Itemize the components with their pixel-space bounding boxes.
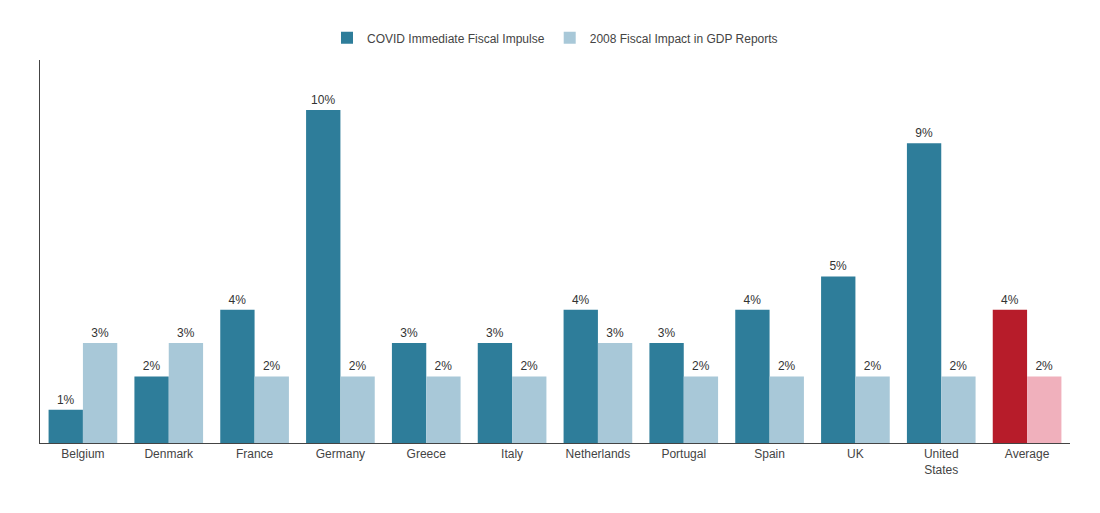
svg-text:2%: 2% bbox=[349, 359, 367, 373]
svg-text:Belgium: Belgium bbox=[61, 447, 104, 461]
svg-text:UK: UK bbox=[847, 447, 864, 461]
svg-text:4%: 4% bbox=[744, 293, 762, 307]
svg-text:2%: 2% bbox=[143, 359, 161, 373]
svg-text:UnitedStates: UnitedStates bbox=[924, 447, 959, 477]
svg-text:3%: 3% bbox=[606, 326, 624, 340]
svg-text:2%: 2% bbox=[778, 359, 796, 373]
svg-text:Netherlands: Netherlands bbox=[566, 447, 631, 461]
svg-text:9%: 9% bbox=[915, 126, 933, 140]
svg-text:Germany: Germany bbox=[316, 447, 365, 461]
svg-text:3%: 3% bbox=[91, 326, 109, 340]
svg-text:5%: 5% bbox=[829, 259, 847, 273]
svg-text:10%: 10% bbox=[311, 93, 335, 107]
svg-text:3%: 3% bbox=[486, 326, 504, 340]
svg-text:4%: 4% bbox=[572, 293, 590, 307]
svg-text:2%: 2% bbox=[1035, 359, 1053, 373]
svg-text:4%: 4% bbox=[1001, 293, 1019, 307]
svg-text:4%: 4% bbox=[229, 293, 247, 307]
svg-text:2008 Fiscal Impact in GDP Repo: 2008 Fiscal Impact in GDP Reports bbox=[590, 32, 778, 46]
svg-text:3%: 3% bbox=[177, 326, 195, 340]
svg-text:3%: 3% bbox=[658, 326, 676, 340]
svg-text:Average: Average bbox=[1005, 447, 1050, 461]
svg-text:2%: 2% bbox=[520, 359, 538, 373]
svg-text:2%: 2% bbox=[864, 359, 882, 373]
svg-text:2%: 2% bbox=[263, 359, 281, 373]
svg-text:Denmark: Denmark bbox=[144, 447, 194, 461]
svg-text:1%: 1% bbox=[57, 393, 75, 407]
svg-text:Portugal: Portugal bbox=[661, 447, 706, 461]
svg-text:Greece: Greece bbox=[407, 447, 447, 461]
svg-text:2%: 2% bbox=[435, 359, 453, 373]
svg-text:Italy: Italy bbox=[501, 447, 523, 461]
svg-text:COVID Immediate Fiscal Impulse: COVID Immediate Fiscal Impulse bbox=[367, 32, 545, 46]
svg-text:France: France bbox=[236, 447, 274, 461]
svg-text:Spain: Spain bbox=[754, 447, 785, 461]
svg-text:3%: 3% bbox=[400, 326, 418, 340]
svg-text:2%: 2% bbox=[950, 359, 968, 373]
svg-text:2%: 2% bbox=[692, 359, 710, 373]
